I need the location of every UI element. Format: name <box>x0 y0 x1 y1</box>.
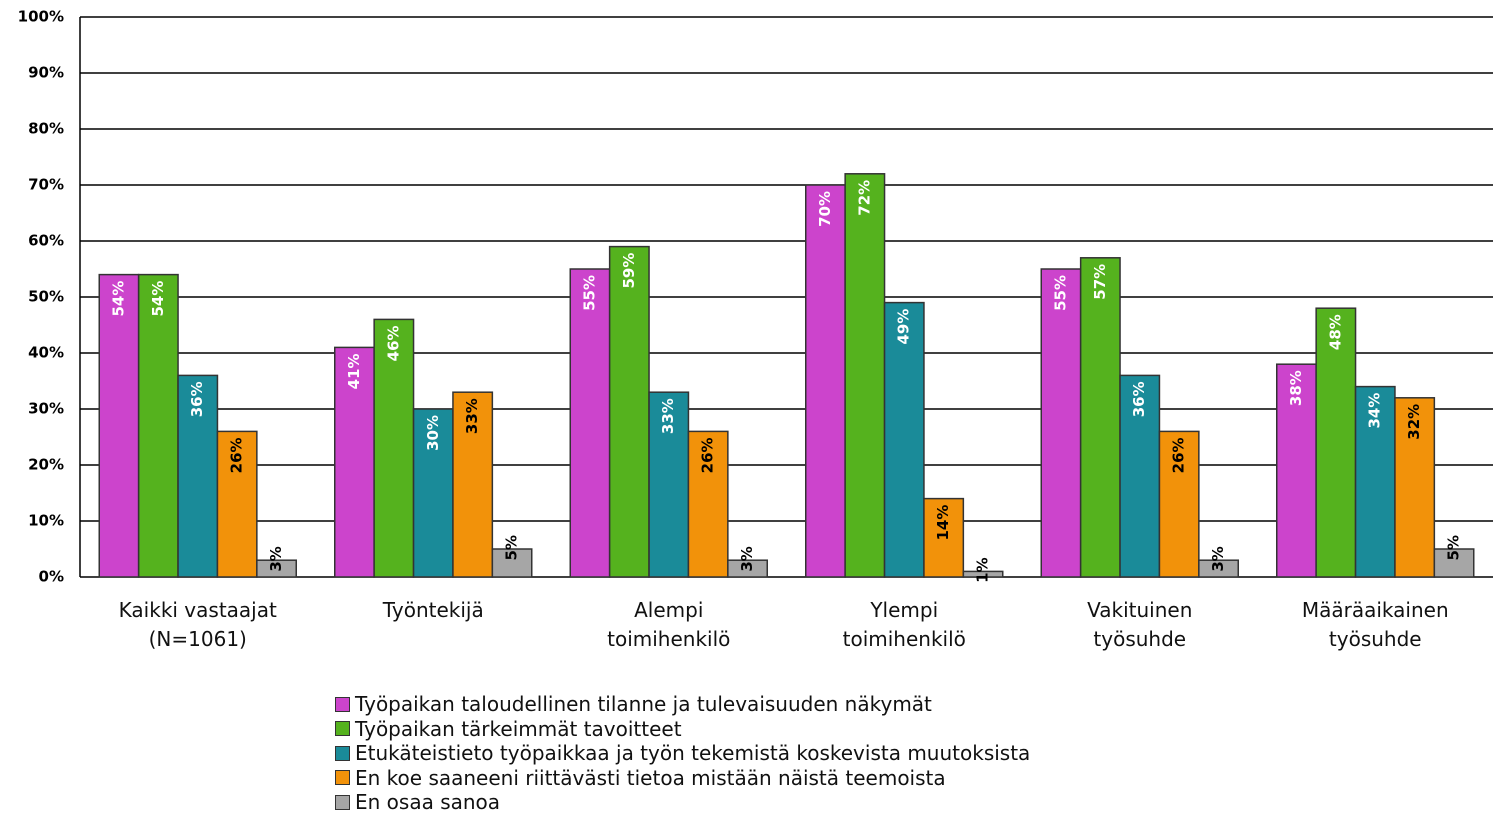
value-label: 54% <box>149 281 167 317</box>
bar <box>608 245 650 578</box>
value-label: 3% <box>738 546 756 571</box>
legend-swatch <box>335 721 350 736</box>
x-tick-label: Ylempi toimihenkilö <box>842 598 966 651</box>
bar <box>1394 397 1436 578</box>
y-tick-label: 80% <box>28 120 64 138</box>
value-label: 70% <box>816 191 834 227</box>
bar <box>1158 430 1200 578</box>
value-label: 46% <box>384 325 402 361</box>
x-tick-label: Vakituinen työsuhde <box>1087 598 1193 651</box>
bar <box>962 570 1004 578</box>
bar <box>137 273 179 578</box>
bar <box>491 548 533 578</box>
bar <box>1315 307 1357 578</box>
bar <box>844 173 886 578</box>
value-label: 3% <box>1209 546 1227 571</box>
bar <box>1276 363 1317 578</box>
y-tick-label: 70% <box>28 176 64 194</box>
value-label: 26% <box>228 437 246 473</box>
bar <box>373 318 415 578</box>
value-label: 72% <box>855 180 873 216</box>
y-tick-label: 50% <box>28 288 64 306</box>
y-tick-label: 20% <box>28 456 64 474</box>
legend-label: Työpaikan taloudellinen tilanne ja tulev… <box>355 692 932 716</box>
value-label: 30% <box>424 415 442 451</box>
value-label: 32% <box>1405 404 1423 440</box>
x-tick-label: Alempi toimihenkilö <box>607 598 731 651</box>
value-label: 1% <box>974 557 992 582</box>
value-label: 49% <box>895 309 913 345</box>
legend-item: En osaa sanoa <box>335 790 500 814</box>
legend-swatch <box>335 696 350 712</box>
value-label: 36% <box>188 381 206 417</box>
legend-label: Työpaikan tärkeimmät tavoitteet <box>355 716 682 741</box>
bar <box>334 346 375 578</box>
legend-label: En osaa sanoa <box>355 790 501 814</box>
value-label: 55% <box>1051 275 1069 311</box>
y-tick-label: 10% <box>28 512 64 530</box>
y-tick-label: 30% <box>28 400 64 418</box>
legend-item: Etukäteistieto työpaikkaa ja työn tekemi… <box>335 741 1030 765</box>
legend-swatch <box>335 745 350 761</box>
value-label: 48% <box>1326 314 1344 350</box>
bar <box>452 391 494 578</box>
bar <box>256 559 298 578</box>
bar <box>1354 385 1396 578</box>
bar <box>805 184 846 578</box>
value-label: 57% <box>1091 264 1109 300</box>
legend-item: Työpaikan tärkeimmät tavoitteet <box>335 717 682 741</box>
value-label: 41% <box>345 353 363 389</box>
value-label: 54% <box>109 281 127 317</box>
y-tick-label: 60% <box>28 232 64 250</box>
bar <box>1433 548 1475 578</box>
bar <box>98 273 140 578</box>
legend-item: En koe saaneeni riittävästi tietoa mistä… <box>335 766 946 790</box>
value-label: 33% <box>463 398 481 434</box>
value-label: 5% <box>1445 535 1463 560</box>
y-tick-label: 100% <box>18 8 64 26</box>
x-tick-label: Määräaikainen työsuhde <box>1301 598 1449 651</box>
bar <box>1079 257 1121 578</box>
y-tick-label: 0% <box>39 568 64 586</box>
bar <box>216 430 258 578</box>
legend-swatch <box>335 770 350 785</box>
bar <box>569 268 611 578</box>
bar <box>883 301 925 578</box>
value-label: 14% <box>934 505 952 541</box>
value-label: 38% <box>1287 370 1305 406</box>
legend-swatch <box>335 794 350 810</box>
value-label: 26% <box>699 437 717 473</box>
bar <box>687 430 729 578</box>
value-label: 55% <box>580 275 598 311</box>
value-label: 5% <box>503 535 521 560</box>
legend-label: Etukäteistieto työpaikkaa ja työn tekemi… <box>355 741 1031 765</box>
value-label: 33% <box>659 398 677 434</box>
legend-item: Työpaikan taloudellinen tilanne ja tulev… <box>335 692 932 716</box>
value-label: 26% <box>1170 437 1188 473</box>
y-tick-label: 40% <box>28 344 64 362</box>
x-tick-label: Kaikki vastaajat (N=1061) <box>118 598 277 651</box>
bar <box>727 559 768 578</box>
value-label: 36% <box>1130 381 1148 417</box>
bar <box>1119 374 1161 578</box>
value-label: 59% <box>620 253 638 289</box>
bar <box>1198 559 1239 578</box>
bar <box>923 497 965 578</box>
value-label: 3% <box>267 546 285 571</box>
legend-label: En koe saaneeni riittävästi tietoa mistä… <box>355 765 946 790</box>
x-tick-label: Työntekijä <box>382 598 484 622</box>
value-label: 34% <box>1366 393 1384 429</box>
bar <box>1040 268 1082 578</box>
y-tick-label: 90% <box>28 64 64 82</box>
